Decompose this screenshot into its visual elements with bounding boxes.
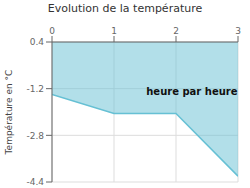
svg-text:heure par heure: heure par heure	[146, 86, 237, 97]
svg-text:2: 2	[173, 26, 179, 36]
svg-text:0: 0	[49, 26, 55, 36]
svg-text:0.4: 0.4	[30, 37, 45, 47]
svg-text:-4.4: -4.4	[26, 177, 44, 187]
svg-text:3: 3	[235, 26, 241, 36]
svg-text:-2.8: -2.8	[26, 131, 44, 141]
svg-text:1: 1	[111, 26, 117, 36]
svg-text:Température en °C: Température en °C	[8, 70, 14, 156]
svg-text:-1.2: -1.2	[26, 84, 44, 94]
html-text:Evolution de la température: Evolution de la température	[47, 2, 203, 15]
